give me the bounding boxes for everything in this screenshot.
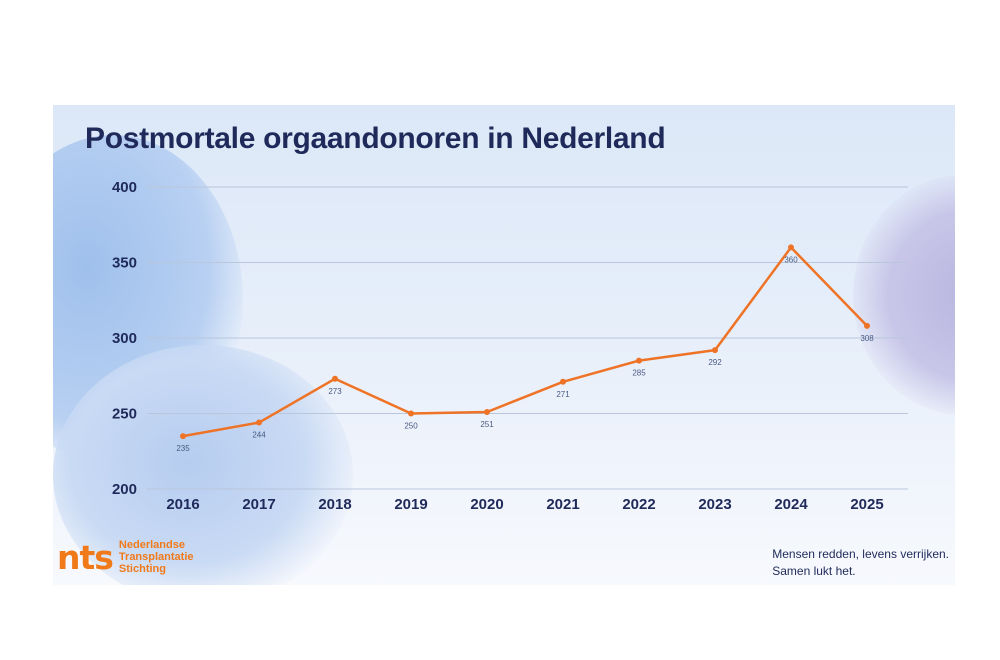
logo-line-3: Stichting — [118, 563, 166, 575]
series-line — [181, 246, 869, 438]
data-point — [560, 378, 566, 385]
decorative-blob-left-lower — [53, 345, 353, 585]
data-label: 271 — [556, 390, 570, 399]
y-tick-label: 200 — [112, 481, 137, 498]
data-point — [332, 375, 338, 382]
x-tick-label: 2021 — [546, 496, 579, 513]
line-chart: 200 250 300 350 400 2016 2017 2018 2019 2020 2021… — [112, 179, 908, 513]
x-tick-label: 2022 — [622, 496, 655, 513]
x-tick-label: 2019 — [394, 496, 427, 513]
slogan: Mensen redden, levens verrijken. Samen l… — [772, 546, 949, 580]
data-label: 308 — [860, 334, 874, 343]
y-tick-label: 250 — [112, 406, 137, 423]
x-tick-label: 2018 — [318, 496, 351, 513]
x-tick-label: 2020 — [470, 496, 503, 513]
data-label: 235 — [176, 444, 190, 453]
logo-text: Nederlandse Transplantatie Stichting — [119, 539, 194, 575]
chart-title: Postmortale orgaandonoren in Nederland — [85, 122, 666, 155]
x-tick-label: 2024 — [774, 496, 808, 513]
data-label: 285 — [632, 369, 646, 378]
data-label: 292 — [708, 358, 722, 367]
data-point — [788, 244, 794, 251]
x-tick-label: 2025 — [850, 496, 883, 513]
x-tick-label: 2023 — [698, 496, 731, 513]
data-points — [180, 244, 870, 440]
data-label: 360 — [784, 255, 798, 264]
data-point — [256, 419, 262, 426]
data-label: 250 — [404, 422, 418, 431]
data-label: 273 — [328, 387, 342, 396]
chart-card: Postmortale orgaandonoren in Nederland 2… — [53, 105, 955, 585]
data-label: 244 — [252, 431, 266, 440]
data-point — [484, 408, 490, 415]
nts-logo: nts Nederlandse Transplantatie Stichting — [57, 539, 194, 575]
data-point — [712, 347, 718, 354]
slogan-line-1: Mensen redden, levens verrijken. — [772, 547, 949, 561]
data-point — [180, 433, 186, 440]
data-point — [636, 357, 642, 364]
data-labels: 235 244 273 250 251 271 285 292 360 308 — [176, 255, 874, 453]
data-label: 251 — [480, 420, 494, 429]
y-tick-label: 400 — [112, 179, 137, 196]
logo-line-2: Transplantatie — [118, 551, 194, 563]
y-tick-label: 350 — [112, 255, 137, 272]
y-axis-ticks: 200 250 300 350 400 — [112, 179, 137, 498]
x-axis-ticks: 2016 2017 2018 2019 2020 2021 2022 2023 2024 2025 — [166, 496, 883, 513]
x-tick-label: 2016 — [166, 496, 199, 513]
series-line-group — [181, 246, 869, 438]
x-tick-label: 2017 — [242, 496, 275, 513]
gridlines — [147, 186, 908, 490]
logo-mark: nts — [57, 537, 114, 577]
data-point — [408, 410, 414, 417]
slogan-line-2: Samen lukt het. — [772, 564, 856, 578]
y-tick-label: 300 — [112, 330, 137, 347]
data-point — [864, 322, 870, 329]
logo-line-1: Nederlandse — [118, 539, 185, 551]
